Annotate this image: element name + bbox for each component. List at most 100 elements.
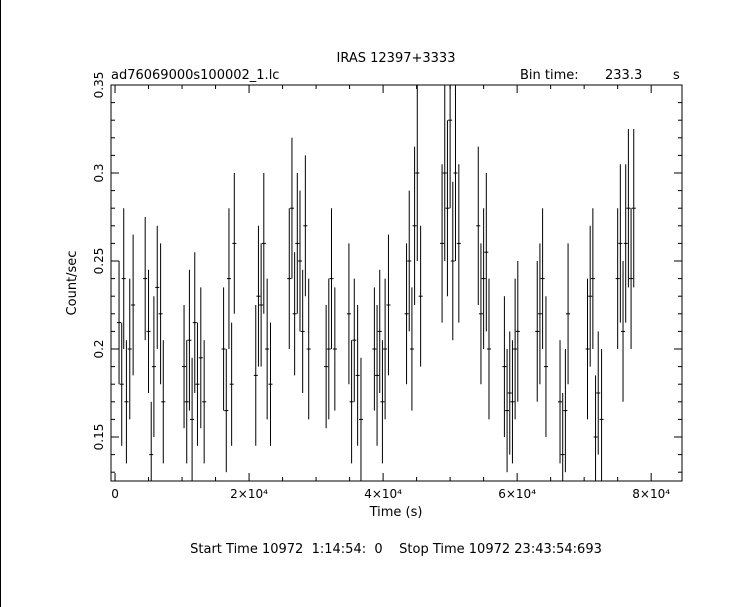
data-point <box>453 85 458 261</box>
data-point <box>590 208 595 349</box>
data-point <box>560 393 565 481</box>
x-axis-label: Time (s) <box>369 505 423 520</box>
data-point <box>404 243 409 385</box>
data-point <box>535 261 540 402</box>
data-point <box>358 357 363 481</box>
data-point <box>510 340 515 464</box>
data-point <box>221 287 226 411</box>
data-point <box>349 340 354 464</box>
data-point <box>232 173 237 314</box>
data-point <box>224 349 229 473</box>
data-point <box>265 278 270 420</box>
data-point <box>513 278 518 420</box>
y-tick-label: 0.25 <box>92 248 106 275</box>
data-point <box>256 225 261 367</box>
x-tick-label: 2×10⁴ <box>230 487 268 501</box>
time-range-footer: Start Time 10972 1:14:54: 0 Stop Time 10… <box>190 542 602 557</box>
data-point <box>445 120 450 297</box>
data-point <box>476 146 481 305</box>
data-point <box>486 278 491 420</box>
data-point <box>119 322 124 446</box>
data-point <box>478 243 483 385</box>
data-point <box>588 225 593 367</box>
data-point <box>418 225 423 367</box>
data-point <box>287 208 292 349</box>
data-point <box>226 208 231 349</box>
data-point <box>621 261 626 402</box>
data-point <box>187 269 192 411</box>
data-point <box>481 208 486 349</box>
data-point <box>289 137 294 279</box>
window-left-border <box>0 0 1 607</box>
data-point <box>198 287 203 429</box>
data-point <box>261 173 266 314</box>
data-point <box>629 208 634 349</box>
data-point <box>131 234 136 376</box>
data-point <box>292 252 297 376</box>
data-point <box>184 340 189 464</box>
data-point <box>407 190 412 332</box>
plot-frame <box>110 84 683 482</box>
data-point <box>537 243 542 385</box>
data-point <box>585 278 590 420</box>
data-point <box>507 331 512 455</box>
data-point <box>593 375 598 481</box>
bin-time-unit: s <box>673 68 680 83</box>
data-point <box>124 340 129 464</box>
data-point <box>306 278 311 420</box>
data-point <box>253 305 258 446</box>
data-point <box>599 349 604 481</box>
data-point <box>543 296 548 437</box>
data-point <box>386 234 391 376</box>
data-point <box>158 243 163 385</box>
data-point <box>117 261 122 385</box>
data-point <box>515 261 520 402</box>
data-point <box>484 173 489 332</box>
data-point <box>297 190 303 332</box>
y-axis-ticks: 0.15 0.2 0.25 0.3 0.35 <box>92 72 682 473</box>
data-point <box>161 340 166 464</box>
data-point <box>440 164 445 323</box>
data-point <box>355 305 360 446</box>
data-point <box>155 225 160 349</box>
data-point <box>202 340 207 464</box>
data-point <box>409 287 414 411</box>
data-point <box>190 357 195 481</box>
data-point <box>383 278 388 420</box>
data-point <box>300 269 305 393</box>
data-point <box>149 401 154 481</box>
data-point <box>456 164 461 323</box>
data-point <box>326 278 331 420</box>
x-tick-label: 0 <box>111 487 119 501</box>
y-tick-label: 0.3 <box>92 163 106 182</box>
data-point <box>346 243 351 385</box>
data-point <box>626 129 631 288</box>
data-point <box>192 252 197 393</box>
data-point <box>412 146 417 305</box>
data-point <box>615 208 620 349</box>
data-point <box>143 217 148 341</box>
data-point <box>151 296 156 437</box>
x-axis-ticks: 0 2×10⁴ 4×10⁴ 6×10⁴ 8×10⁴ <box>111 85 670 501</box>
data-point <box>352 278 357 402</box>
data-point <box>415 85 420 261</box>
y-tick-label: 0.15 <box>92 424 106 451</box>
data-point <box>596 331 601 455</box>
x-tick-label: 4×10⁴ <box>364 487 402 501</box>
data-point <box>375 305 380 446</box>
data-point <box>303 155 308 297</box>
bin-time-label: Bin time: <box>520 68 579 83</box>
chart-title: IRAS 12397+3333 <box>337 51 456 66</box>
x-tick-label: 6×10⁴ <box>498 487 536 501</box>
data-point <box>332 287 337 411</box>
data-point <box>540 208 545 349</box>
data-point <box>618 164 623 323</box>
data-point <box>442 85 447 261</box>
data-point <box>146 269 151 393</box>
y-tick-label: 0.35 <box>92 72 106 99</box>
data-point <box>324 305 329 429</box>
data-point <box>127 278 132 420</box>
data-point <box>563 349 568 473</box>
data-point <box>380 340 385 464</box>
